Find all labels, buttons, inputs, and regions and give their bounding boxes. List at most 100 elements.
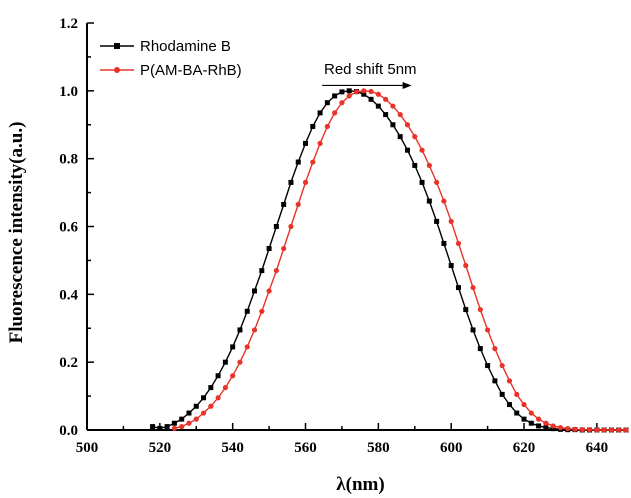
data-point <box>259 268 265 274</box>
data-point <box>441 240 447 246</box>
y-tick-label: 0.0 <box>59 423 78 439</box>
data-point <box>383 112 389 118</box>
x-tick-label: 540 <box>221 440 244 456</box>
data-point <box>426 162 432 169</box>
data-point <box>310 123 316 129</box>
data-point <box>448 263 454 269</box>
data-point <box>623 427 629 433</box>
data-point <box>317 140 323 147</box>
data-point <box>397 111 403 118</box>
data-point <box>485 327 491 333</box>
data-point <box>353 89 360 95</box>
data-point <box>237 327 243 333</box>
data-point <box>535 416 542 422</box>
data-point <box>536 423 542 429</box>
x-tick-label: 580 <box>367 440 390 456</box>
data-point <box>499 391 505 397</box>
data-point <box>470 284 476 291</box>
data-point <box>259 308 265 314</box>
data-point <box>543 420 549 426</box>
data-point <box>528 420 534 426</box>
data-point <box>150 424 156 430</box>
data-point <box>506 402 512 408</box>
data-point <box>273 267 279 274</box>
data-point <box>485 363 491 369</box>
arrow-head-icon <box>402 81 412 89</box>
data-point <box>179 424 185 430</box>
annotation-text: Red shift 5nm <box>324 61 417 78</box>
data-point <box>295 201 301 208</box>
data-point <box>346 93 352 99</box>
data-point <box>208 385 214 391</box>
data-point <box>448 218 454 225</box>
data-point <box>477 346 483 352</box>
data-point <box>383 96 389 102</box>
data-point <box>332 110 338 116</box>
annotation: Red shift 5nm <box>322 61 417 89</box>
x-tick-label: 640 <box>586 440 609 456</box>
y-tick-label: 1.0 <box>59 84 78 100</box>
data-point <box>528 410 534 416</box>
data-point <box>171 425 178 431</box>
data-point <box>470 327 476 333</box>
y-tick-label: 0.2 <box>59 355 78 371</box>
data-point <box>397 134 403 140</box>
legend-marker <box>114 43 120 49</box>
data-point <box>412 162 418 168</box>
data-point <box>434 179 440 186</box>
data-point <box>230 344 236 350</box>
data-point <box>193 403 199 409</box>
series-line <box>152 90 626 431</box>
data-point <box>492 346 498 352</box>
data-point <box>295 159 301 165</box>
data-point <box>346 88 352 94</box>
data-point <box>186 420 192 426</box>
series-line <box>174 90 626 431</box>
data-point <box>266 288 272 294</box>
data-point <box>514 410 520 416</box>
data-point <box>303 140 309 146</box>
y-tick-label: 0.4 <box>59 287 78 303</box>
data-point <box>281 245 287 252</box>
data-point <box>215 395 221 401</box>
y-tick-label: 0.6 <box>59 220 78 236</box>
data-point <box>222 359 228 365</box>
ticks: 500 520 540 560 580 600 620 640 0.0 0.2 0.4 0.6 0.8 1… <box>59 16 608 456</box>
data-point <box>565 426 571 432</box>
data-point <box>550 423 556 429</box>
data-point <box>572 426 578 432</box>
data-point <box>288 179 294 185</box>
data-point <box>390 122 396 128</box>
data-point <box>550 426 556 432</box>
data-point <box>251 327 258 333</box>
data-point <box>426 198 432 204</box>
data-point <box>324 100 330 106</box>
data-point <box>222 385 228 391</box>
legend-marker <box>114 67 120 73</box>
axes <box>86 23 626 431</box>
data-point <box>506 378 513 384</box>
data-point <box>288 223 294 230</box>
legend-label: P(AM-BA-RhB) <box>140 62 242 79</box>
data-point <box>186 410 192 416</box>
data-point <box>252 288 258 294</box>
data-point <box>608 427 615 433</box>
data-point <box>317 110 323 116</box>
x-tick-label: 620 <box>513 440 536 456</box>
data-point <box>302 179 309 186</box>
x-axis-title: λ(nm) <box>336 474 384 495</box>
data-point <box>404 122 411 128</box>
x-tick-label: 520 <box>149 440 172 456</box>
data-point <box>339 89 345 95</box>
data-point <box>390 103 396 109</box>
data-point <box>200 410 207 416</box>
legend: Rhodamine B P(AM-BA-RhB) <box>100 38 242 79</box>
x-tick-label: 560 <box>294 440 317 456</box>
data-point <box>208 403 214 409</box>
data-point <box>499 362 505 369</box>
data-point <box>164 424 170 430</box>
series-layer <box>150 88 629 433</box>
x-tick-label: 600 <box>440 440 463 456</box>
data-point <box>579 427 585 433</box>
